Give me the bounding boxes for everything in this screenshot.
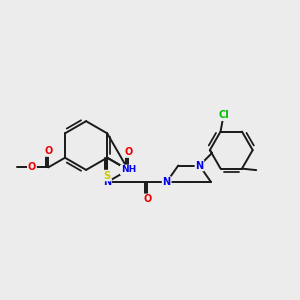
Text: S: S [103,171,111,181]
Text: N: N [195,160,203,170]
Text: O: O [143,194,152,204]
Text: Cl: Cl [218,110,229,120]
Text: N: N [163,177,171,187]
Text: O: O [124,147,132,157]
Text: NH: NH [121,165,136,174]
Text: O: O [44,146,52,156]
Text: O: O [28,162,36,172]
Text: N: N [103,177,111,187]
